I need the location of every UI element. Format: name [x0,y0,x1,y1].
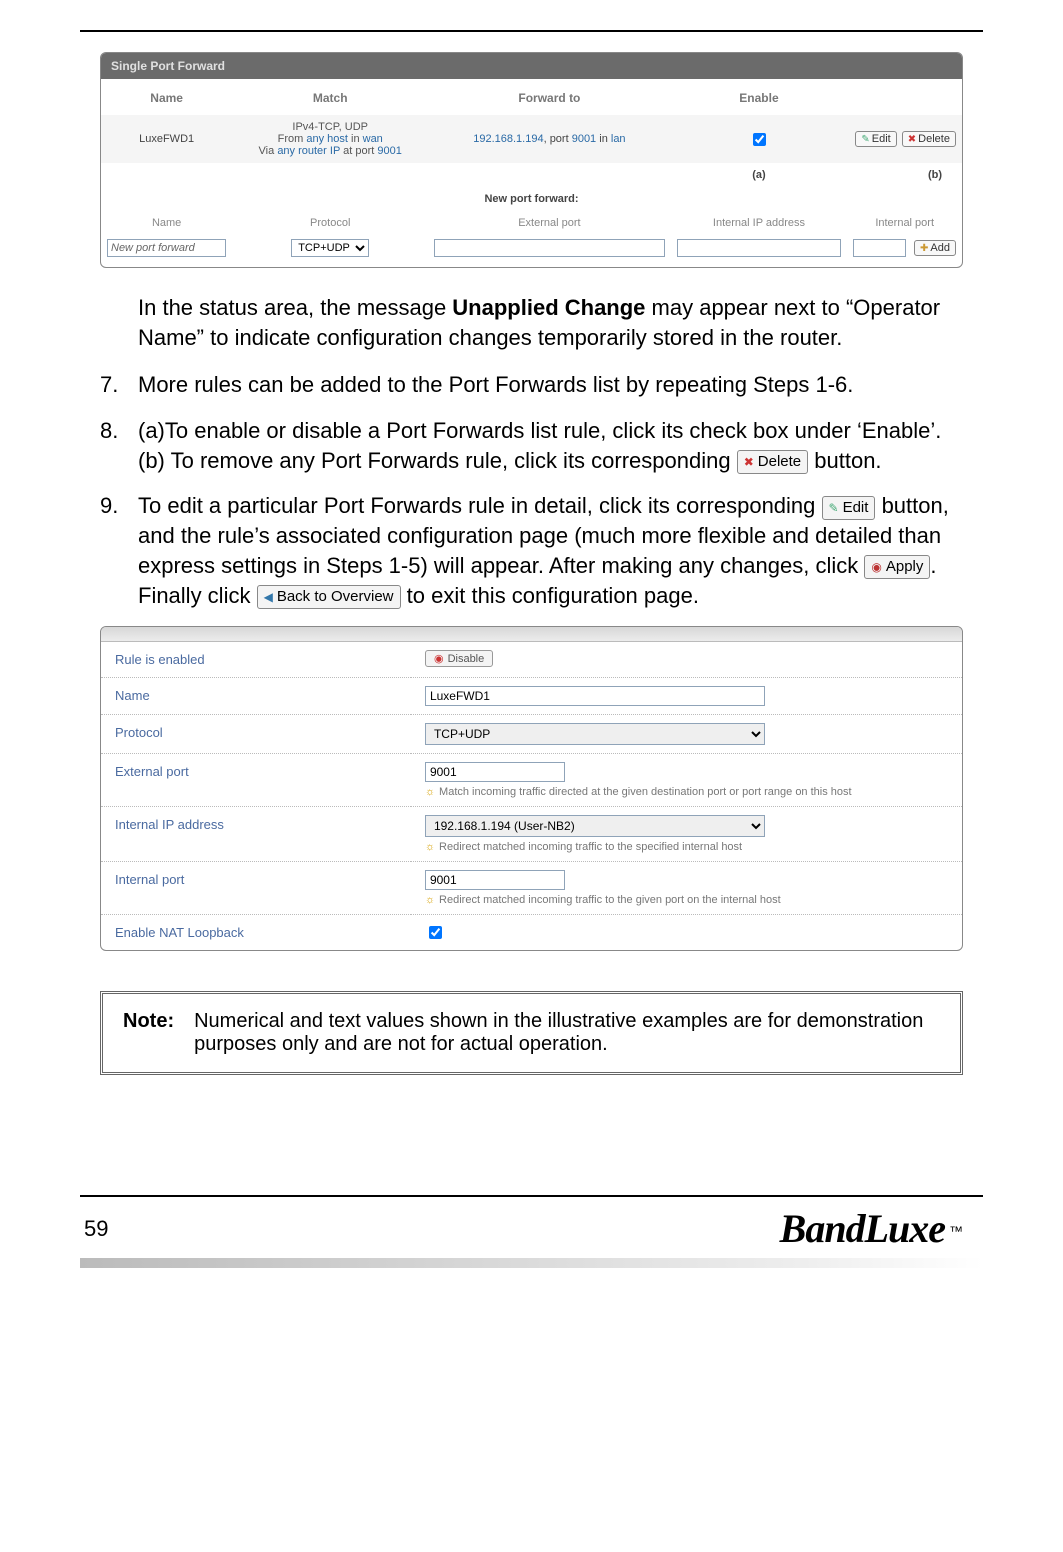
disable-icon: ◉ [434,653,444,665]
delete-icon: ✖ [744,451,754,473]
panel-title: Single Port Forward [101,53,962,79]
ncol-intport: Internal port [847,211,962,235]
form-header-bar [101,627,962,642]
lbl-internal-ip: Internal IP address [101,807,411,862]
step-7: 7. More rules can be added to the Port F… [100,370,963,400]
inline-edit-button[interactable]: ✎Edit [822,496,876,520]
inline-apply-button[interactable]: ◉Apply [864,555,930,579]
ncol-intip: Internal IP address [671,211,848,235]
hint-internal-ip: ☼Redirect matched incoming traffic to th… [425,841,948,853]
lbl-name: Name [101,678,411,715]
lbl-protocol: Protocol [101,715,411,754]
note-box: Note: Numerical and text values shown in… [100,991,963,1075]
hint-internal-port: ☼Redirect matched incoming traffic to th… [425,894,948,906]
cell-name: LuxeFWD1 [101,115,232,163]
lbl-external-port: External port [101,754,411,807]
lbl-nat-loopback: Enable NAT Loopback [101,915,411,951]
screenshot-port-forward-table: Single Port Forward Name Match Forward t… [100,52,963,268]
ncol-name: Name [101,211,232,235]
internal-ip-select[interactable]: 192.168.1.194 (User-NB2) [425,815,765,837]
step-8: 8. (a)To enable or disable a Port Forwar… [100,416,963,475]
top-rule [80,30,983,32]
new-protocol-select[interactable]: TCP+UDP [291,239,369,257]
col-forward: Forward to [428,79,670,115]
ncol-extport: External port [428,211,670,235]
new-intport-input[interactable] [853,239,906,257]
step-9: 9. To edit a particular Port Forwards ru… [100,491,963,610]
delete-icon: ✖ [908,134,916,145]
label-a: (a) [671,163,848,187]
internal-port-input[interactable] [425,870,565,890]
back-icon: ◀ [264,586,273,608]
page-footer: 59 BandLuxe™ [80,1195,983,1252]
screenshot-rule-detail-form: Rule is enabled ◉Disable Name Protocol T… [100,626,963,951]
cell-match: IPv4-TCP, UDP From any host in wan Via a… [232,115,428,163]
hint-icon: ☼ [425,786,435,798]
add-icon: ✚ [920,243,928,254]
external-port-input[interactable] [425,762,565,782]
ncol-protocol: Protocol [232,211,428,235]
brand-logo: BandLuxe [780,1206,945,1251]
add-button[interactable]: ✚Add [914,240,956,256]
trademark-symbol: ™ [949,1223,963,1239]
hint-external-port: ☼Match incoming traffic directed at the … [425,786,948,798]
new-intip-input[interactable] [677,239,842,257]
disable-button[interactable]: ◉Disable [425,650,493,667]
hint-icon: ☼ [425,894,435,906]
protocol-select[interactable]: TCP+UDP [425,723,765,745]
lbl-rule-enabled: Rule is enabled [101,642,411,678]
nat-loopback-checkbox[interactable] [429,926,442,939]
edit-icon: ✎ [829,497,839,519]
apply-icon: ◉ [871,556,881,578]
delete-button[interactable]: ✖Delete [902,131,956,147]
name-input[interactable] [425,686,765,706]
table-row: LuxeFWD1 IPv4-TCP, UDP From any host in … [101,115,962,163]
col-name: Name [101,79,232,115]
footer-gradient-bar [80,1258,983,1268]
note-text: Numerical and text values shown in the i… [194,994,960,1072]
cell-forward: 192.168.1.194, port 9001 in lan [428,115,670,163]
enable-checkbox[interactable] [753,133,766,146]
hint-icon: ☼ [425,841,435,853]
note-label: Note: [103,994,194,1072]
edit-button[interactable]: ✎Edit [855,131,896,147]
inline-delete-button[interactable]: ✖Delete [737,450,808,474]
new-extport-input[interactable] [434,239,664,257]
new-port-forward-heading: New port forward: [101,187,962,211]
cell-enable [671,115,848,163]
status-paragraph: In the status area, the message Unapplie… [138,293,963,352]
col-enable: Enable [671,79,848,115]
page-number: 59 [80,1216,108,1242]
col-match: Match [232,79,428,115]
lbl-internal-port: Internal port [101,862,411,915]
inline-back-button[interactable]: ◀Back to Overview [257,585,401,609]
edit-icon: ✎ [861,134,869,145]
label-b: (b) [847,163,962,187]
new-name-input[interactable] [107,239,226,257]
